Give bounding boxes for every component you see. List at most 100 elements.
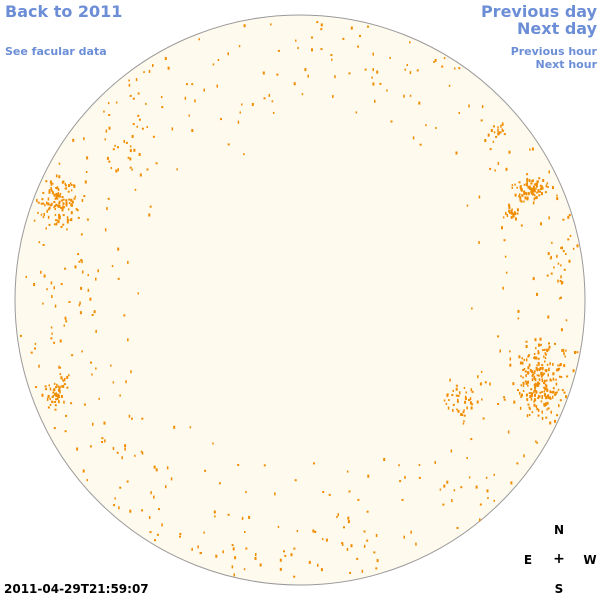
facula-speck [57,393,60,396]
facula-speck [43,274,46,278]
facula-speck [523,183,526,186]
facula-speck [509,363,512,367]
facula-speck [547,373,549,377]
facula-speck [152,64,154,67]
facula-speck [89,297,92,301]
facula-speck [361,569,364,573]
facula-speck [562,348,565,352]
facula-speck [184,96,187,100]
facula-speck [81,199,84,202]
facula-speck [46,288,48,291]
facula-speck [529,395,532,398]
facula-speck [455,387,458,391]
facula-speck [535,382,537,386]
facula-speck [65,414,68,417]
facula-speck [517,389,519,392]
facula-speck [457,409,460,413]
facula-speck [505,271,508,274]
facula-speck [42,244,45,246]
facula-speck [67,208,70,211]
facula-speck [454,67,456,70]
facula-speck [128,83,131,87]
facula-speck [46,209,48,213]
facula-speck [164,57,167,60]
facula-speck [83,403,86,406]
facula-speck [434,58,437,62]
facula-speck [138,118,141,121]
facula-speck [559,297,561,300]
facula-speck [512,212,515,216]
facula-speck [553,266,555,269]
facula-speck [320,568,323,572]
facula-speck [69,182,72,185]
facula-speck [540,185,543,189]
facula-speck [212,63,215,66]
facula-speck [537,408,540,412]
facula-speck [537,397,540,400]
facula-speck [545,184,548,188]
facula-speck [541,410,543,414]
see-facular-data-link[interactable]: See facular data [5,45,107,58]
facula-speck [451,499,453,503]
facula-speck [137,114,140,117]
facula-speck [534,393,536,397]
facula-speck [293,82,296,86]
next-day-link[interactable]: Next day [517,19,597,38]
facula-speck [468,476,471,479]
back-to-year-link[interactable]: Back to 2011 [5,2,123,21]
facula-speck [531,392,534,395]
facula-speck [357,498,360,501]
facula-speck [364,68,367,71]
facula-speck [442,503,445,506]
facula-speck [127,156,130,159]
next-hour-link[interactable]: Next hour [535,58,598,71]
facula-speck [519,406,522,410]
facula-speck [547,394,550,398]
facula-speck [539,188,542,191]
facula-speck [54,213,57,216]
facula-speck [543,393,546,396]
facula-speck [555,378,557,381]
facula-speck [527,384,529,387]
facula-speck [487,133,490,137]
facula-speck [543,403,546,407]
facula-speck [401,498,404,501]
facula-speck [48,223,51,226]
facula-speck [544,360,546,363]
facula-speck [101,437,104,440]
facula-speck [234,556,237,560]
facula-speck [61,180,64,184]
facula-speck [186,83,188,86]
facula-speck [461,414,464,416]
facula-speck [161,106,164,109]
facula-speck [277,525,280,528]
facula-speck [540,372,543,376]
facula-speck [129,166,132,169]
facula-speck [76,447,79,451]
facula-speck [561,246,563,250]
facula-speck [536,408,539,411]
facula-speck [544,352,546,355]
previous-day-link[interactable]: Previous day [480,2,597,21]
facula-speck [112,381,115,384]
facula-speck [50,281,53,285]
facula-speck [530,397,533,401]
facula-speck [546,402,548,404]
facula-speck [153,495,155,499]
facula-speck [114,144,116,147]
facula-speck [191,547,193,551]
facula-speck [470,406,473,410]
facula-speck [320,48,323,51]
facula-speck [238,45,241,48]
facula-speck [52,394,55,397]
facula-speck [549,421,552,425]
facula-speck [73,184,76,188]
previous-hour-link[interactable]: Previous hour [510,45,597,58]
facula-speck [398,464,400,467]
facula-speck [435,127,437,129]
facula-speck [548,345,551,349]
facula-speck [537,383,540,387]
facula-speck [562,218,565,221]
facula-speck [104,439,106,443]
facula-speck [155,162,158,165]
